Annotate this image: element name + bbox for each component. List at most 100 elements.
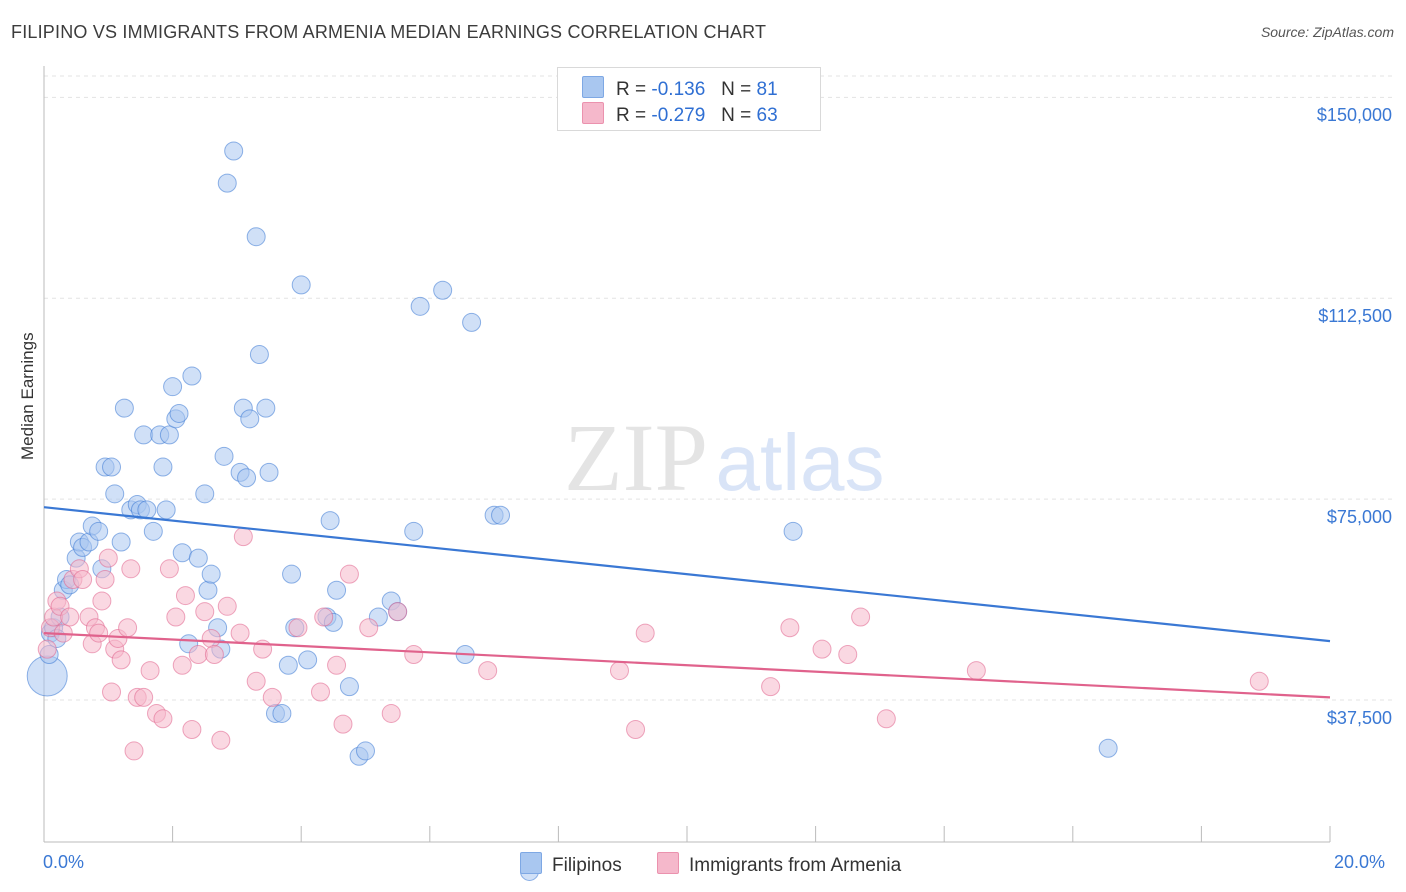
armenia-point (1249, 671, 1269, 691)
armenia-point (166, 607, 186, 627)
bottom-legend-swatch-filipinos (520, 852, 542, 874)
armenia-point (124, 741, 144, 761)
filipinos-point (159, 425, 179, 445)
filipinos-point (410, 296, 430, 316)
armenia-point (195, 602, 215, 622)
legend-n-value: 63 (756, 105, 778, 126)
filipinos-point (291, 275, 311, 295)
filipinos-point (195, 484, 215, 504)
armenia-point (310, 682, 330, 702)
legend-swatch-armenia (582, 102, 604, 124)
filipinos-point (188, 548, 208, 568)
armenia-point (92, 591, 112, 611)
filipinos-point (256, 398, 276, 418)
armenia-point (95, 570, 115, 590)
armenia-point (98, 548, 118, 568)
filipinos-point (327, 580, 347, 600)
legend-r-value: -0.279 (651, 105, 706, 126)
legend-row-armenia: R = -0.279 N = 63 (582, 102, 778, 126)
filipinos-point (491, 505, 511, 525)
y-tick-label: $75,000 (1326, 507, 1392, 528)
filipinos-point (249, 345, 269, 365)
armenia-point (314, 607, 334, 627)
armenia-point (217, 596, 237, 616)
armenia-point (233, 527, 253, 547)
legend-swatch-filipinos (582, 76, 604, 98)
armenia-point (851, 607, 871, 627)
armenia-point (188, 645, 208, 665)
armenia-point (37, 639, 57, 659)
filipinos-point (102, 457, 122, 477)
armenia-point (333, 714, 353, 734)
y-axis-title: Median Earnings (18, 332, 37, 460)
armenia-point (626, 720, 646, 740)
filipinos-point (198, 580, 218, 600)
filipinos-point (214, 446, 234, 466)
filipinos-point (356, 741, 375, 761)
filipinos-point (172, 543, 192, 563)
armenia-point (288, 618, 308, 638)
filipinos-point (134, 425, 154, 445)
armenia-point (246, 671, 266, 691)
legend-box: R = -0.136 N = 81 R = -0.279 N = 63 (557, 67, 821, 131)
grid-lines (44, 75, 1394, 701)
filipinos-point (237, 468, 257, 488)
filipinos-point (404, 521, 424, 541)
armenia-point (381, 703, 401, 723)
armenia-point (89, 623, 109, 643)
legend-n-label: N = (721, 79, 752, 100)
legend-r-value: -0.136 (651, 79, 706, 100)
armenia-point (339, 564, 359, 584)
bottom-legend-filipinos: Filipinos (520, 852, 622, 877)
armenia-point (327, 655, 347, 675)
armenia-point (838, 645, 858, 665)
bottom-legend-label-filipinos: Filipinos (552, 855, 622, 876)
armenia-point (230, 623, 250, 643)
filipinos-trend-line (43, 506, 1331, 643)
filipinos-point (240, 409, 260, 429)
filipinos-point (89, 521, 109, 541)
legend-n-label: N = (721, 105, 752, 126)
armenia-point (359, 618, 379, 638)
armenia-point (153, 709, 173, 729)
armenia-point (60, 607, 80, 627)
bottom-legend-swatch-armenia (657, 852, 679, 874)
y-tick-label: $150,000 (1316, 105, 1392, 126)
armenia-point (201, 628, 221, 648)
filipinos-point (163, 377, 183, 397)
filipinos-point (783, 521, 803, 541)
armenia-point (761, 677, 781, 697)
filipinos-point (201, 564, 221, 584)
armenia-point (876, 709, 896, 729)
filipinos-point (298, 650, 318, 670)
armenia-point (140, 661, 160, 681)
filipinos-point (246, 227, 266, 247)
armenia-point (172, 655, 192, 675)
armenia-point (404, 645, 424, 665)
armenia-point (211, 730, 231, 750)
armenia-point (478, 661, 498, 681)
axes (43, 66, 1331, 843)
filipinos-point (153, 457, 173, 477)
armenia-point (204, 645, 224, 665)
filipinos-point (339, 677, 359, 697)
x-tick-label-min: 0.0% (43, 852, 85, 872)
armenia-point (966, 661, 986, 681)
chart-title: FILIPINO VS IMMIGRANTS FROM ARMENIA MEDI… (11, 22, 767, 42)
filipinos-point (156, 500, 176, 520)
filipinos-point (217, 173, 237, 193)
armenia-point (121, 559, 141, 579)
x-tick-label-max: 20.0% (1334, 852, 1386, 872)
source-label: Source: ZipAtlas.com (1260, 24, 1394, 40)
armenia-point (388, 602, 408, 622)
filipinos-point (111, 532, 131, 552)
armenia-point (609, 661, 629, 681)
filipinos-point (320, 511, 340, 531)
y-tick-label: $37,500 (1326, 708, 1392, 729)
filipinos-point (1098, 738, 1118, 758)
filipinos-point (433, 280, 453, 300)
bottom-legend-armenia: Immigrants from Armenia (657, 852, 901, 877)
armenia-trend-line (43, 631, 1331, 699)
filipinos-points (26, 141, 1118, 881)
